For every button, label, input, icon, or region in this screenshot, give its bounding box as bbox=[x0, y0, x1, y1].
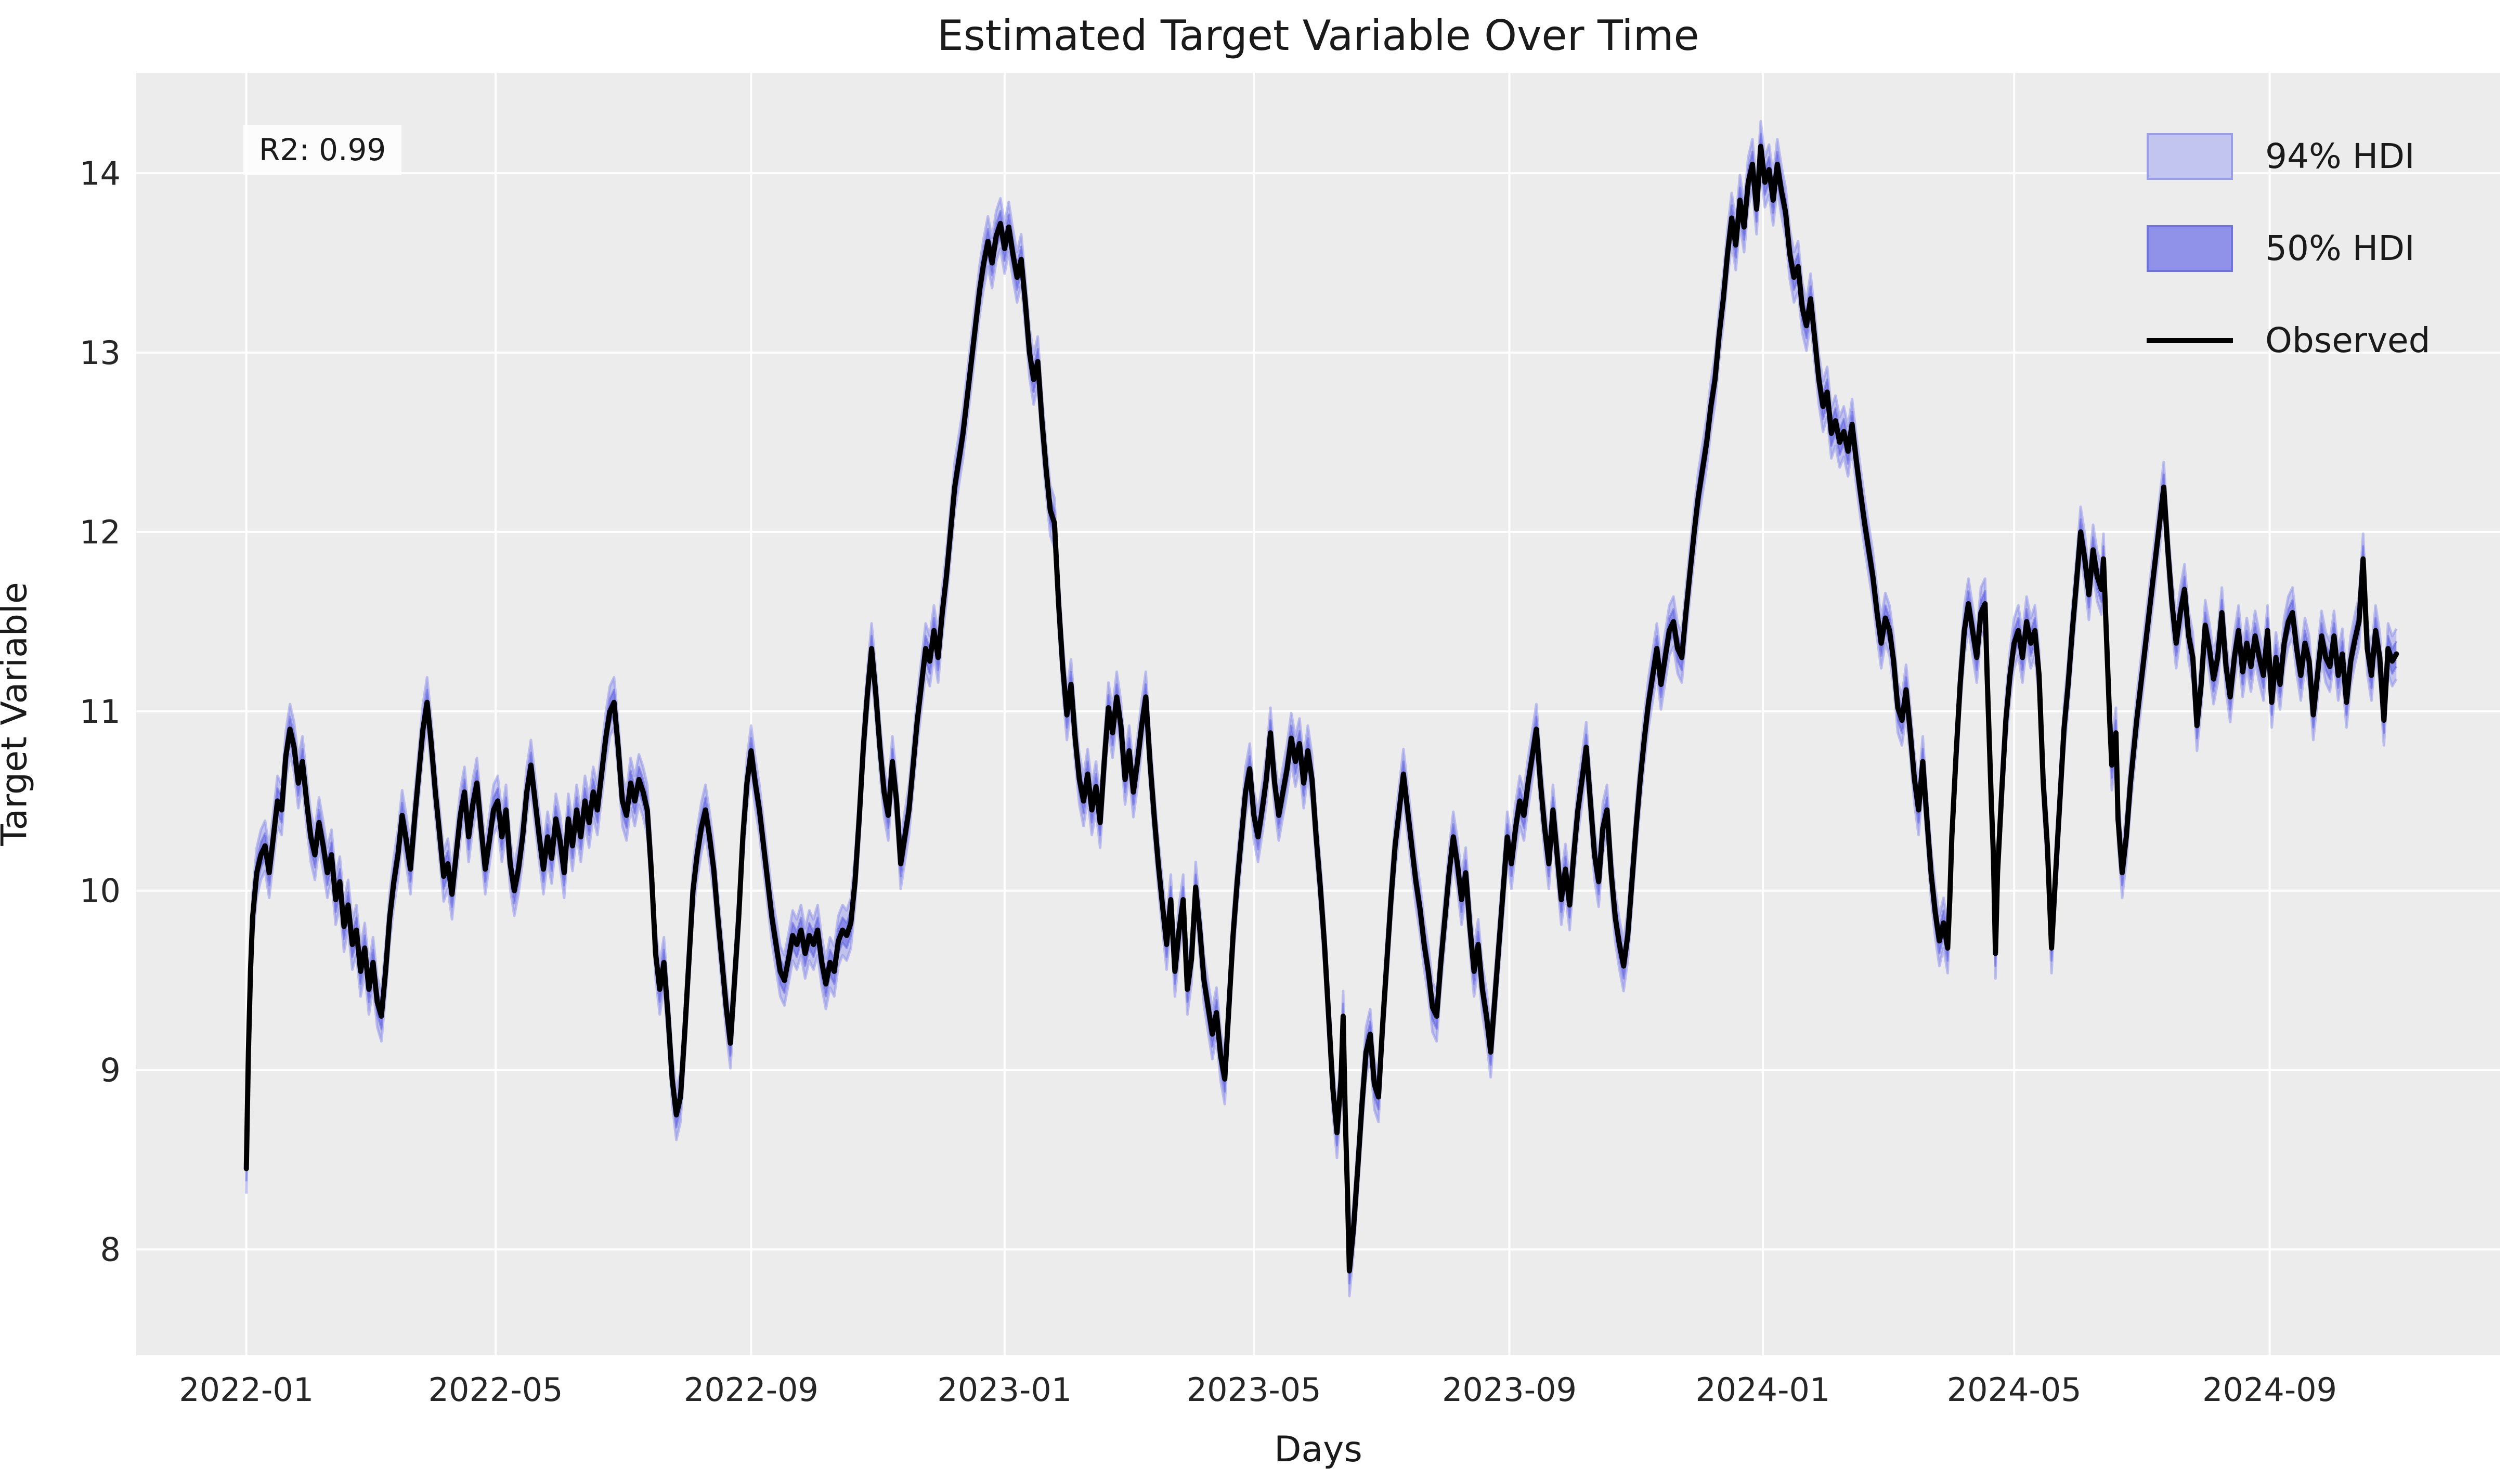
hdi-94-band bbox=[246, 121, 2397, 1296]
y-tick-label: 10 bbox=[80, 872, 121, 910]
x-tick-label: 2023-05 bbox=[1187, 1371, 1321, 1409]
legend-label-94-hdi: 94% HDI bbox=[2265, 136, 2415, 176]
y-tick-label: 13 bbox=[80, 334, 121, 372]
chart-title: Estimated Target Variable Over Time bbox=[937, 11, 1699, 60]
y-tick-label: 12 bbox=[80, 513, 121, 551]
y-tick-label: 8 bbox=[100, 1231, 121, 1269]
hdi-94-band-swatch bbox=[2147, 133, 2233, 180]
legend-item-50-hdi: 50% HDI bbox=[2147, 202, 2431, 294]
observed-line-swatch bbox=[2147, 337, 2233, 343]
x-tick-label: 2022-01 bbox=[179, 1371, 314, 1409]
legend-item-94-hdi: 94% HDI bbox=[2147, 110, 2431, 202]
x-tick-label: 2022-05 bbox=[428, 1371, 563, 1409]
hdi-50-band-swatch bbox=[2147, 225, 2233, 272]
x-tick-label: 2023-01 bbox=[937, 1371, 1072, 1409]
y-tick-label: 14 bbox=[80, 154, 121, 192]
legend-item-observed: Observed bbox=[2147, 294, 2431, 386]
legend-label-observed: Observed bbox=[2265, 320, 2431, 360]
plot-background bbox=[136, 73, 2500, 1355]
r2-annotation: R2: 0.99 bbox=[243, 125, 402, 175]
x-tick-label: 2024-01 bbox=[1695, 1371, 1830, 1409]
y-tick-label: 11 bbox=[80, 693, 121, 731]
y-tick-label: 9 bbox=[100, 1051, 121, 1089]
y-axis-label: Target Variable bbox=[0, 582, 35, 846]
legend: 94% HDI 50% HDI Observed bbox=[2147, 110, 2431, 386]
x-tick-label: 2024-05 bbox=[1947, 1371, 2082, 1409]
x-tick-label: 2023-09 bbox=[1442, 1371, 1577, 1409]
legend-label-50-hdi: 50% HDI bbox=[2265, 228, 2415, 268]
x-tick-label: 2022-09 bbox=[684, 1371, 819, 1409]
observed-line bbox=[243, 144, 2399, 1274]
x-tick-label: 2024-09 bbox=[2202, 1371, 2337, 1409]
x-axis-label: Days bbox=[1274, 1429, 1362, 1470]
